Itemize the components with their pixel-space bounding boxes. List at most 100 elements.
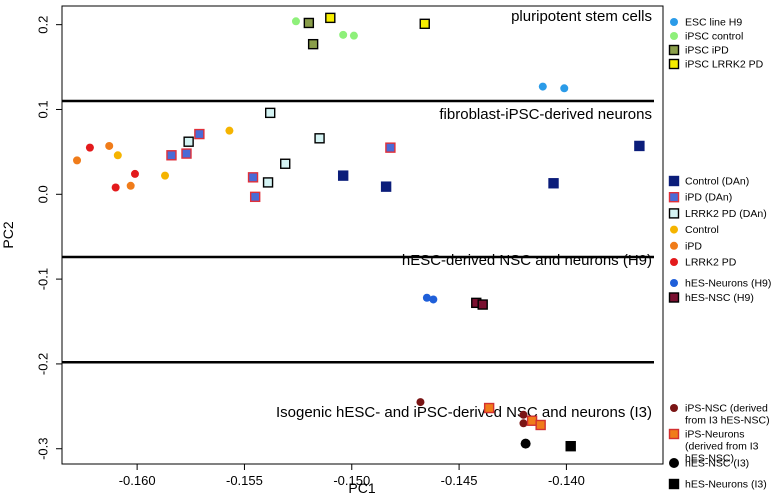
x-tick-label: -0.160 [119, 473, 156, 488]
y-tick-label: 0.2 [36, 16, 51, 34]
legend-marker [668, 292, 680, 303]
data-point [113, 151, 122, 160]
data-point [262, 177, 274, 188]
plot-frame [61, 5, 664, 465]
legend-label: hES-NSC (I3) [685, 458, 749, 470]
legend-label: LRRK2 PD (DAn) [685, 208, 767, 220]
legend-marker [668, 191, 680, 203]
legend-label-line: hES-NSC) [685, 453, 734, 465]
legend-label: Control [685, 224, 719, 236]
legend: ESC line H9 iPSC control iPSC iPD iPSC LRRK… [668, 17, 771, 491]
section-label: Isogenic hESC- and iPSC-derived NSC and … [276, 404, 652, 421]
legend-label-line: iPS-Neurons [685, 429, 745, 441]
data-point [194, 128, 205, 140]
legend-marker [670, 279, 678, 287]
data-point [419, 18, 430, 30]
data-point [111, 183, 120, 192]
data-point [429, 295, 438, 304]
data-point [337, 170, 349, 181]
y-axis-title: PC2 [0, 221, 16, 248]
legend-label-line: from I3 hES-NSC) [685, 415, 770, 427]
data-point [73, 156, 82, 165]
section-label: fibroblast-iPSC-derived neurons [439, 106, 652, 123]
data-point [303, 17, 315, 29]
data-point [565, 440, 576, 452]
data-point [634, 140, 645, 152]
data-point [520, 438, 531, 449]
legend-label: iPSC LRRK2 PD [685, 59, 764, 71]
data-point [339, 30, 348, 39]
legend-marker [670, 32, 678, 40]
data-point [519, 410, 528, 419]
legend-label: hES-Neurons (I3) [685, 479, 767, 491]
data-point [85, 143, 94, 152]
data-point [538, 82, 547, 91]
x-tick-label: -0.150 [333, 473, 370, 488]
x-tick-label: -0.140 [548, 473, 585, 488]
data-point [422, 293, 431, 302]
data-point [380, 181, 392, 192]
data-point [105, 141, 114, 150]
legend-label: iPD [685, 240, 702, 252]
data-point [291, 17, 300, 26]
data-point [166, 150, 177, 161]
data-point [280, 158, 291, 169]
data-point [307, 38, 319, 50]
data-point [548, 178, 559, 189]
legend-marker [668, 208, 680, 219]
legend-label: iPSC iPD [685, 45, 729, 57]
section-label: pluripotent stem cells [511, 8, 652, 25]
data-point [349, 31, 358, 40]
data-point [314, 133, 325, 144]
data-point [265, 107, 276, 119]
legend-marker [668, 58, 680, 70]
data-point [483, 402, 495, 414]
data-point [325, 12, 336, 24]
legend-marker [668, 175, 680, 187]
data-point [385, 142, 396, 153]
y-tick-label: -0.1 [36, 268, 51, 290]
legend-label: iPS-NSC (derived from I3 hES-NSC) [685, 403, 770, 427]
x-tick-label: -0.155 [226, 473, 263, 488]
data-point [225, 126, 234, 135]
legend-label: hES-NSC (H9) [685, 292, 754, 304]
data-point [126, 181, 135, 190]
y-tick-label: -0.2 [36, 353, 51, 375]
legend-marker [668, 428, 680, 440]
legend-label: iPS-Neurons (derived from I3 hES-NSC) [685, 429, 759, 465]
axes: -0.160 -0.155 -0.150 -0.145 -0.140 0.2 0.1 0.0 -… [36, 5, 664, 488]
data-point [477, 299, 488, 310]
x-tick-label: -0.145 [441, 473, 478, 488]
data-point [526, 415, 538, 426]
legend-marker [668, 478, 680, 490]
legend-label-line: iPS-NSC (derived [685, 403, 768, 415]
data-point [560, 84, 569, 93]
legend-label: iPD (DAn) [685, 192, 732, 204]
y-tick-label: -0.3 [36, 438, 51, 460]
data-point [130, 169, 139, 178]
legend-label-line: (derived from I3 [685, 441, 759, 453]
data-point [247, 172, 259, 183]
x-axis-title: PC1 [348, 480, 375, 496]
section-label: hESC-derived NSC and neurons (H9) [402, 252, 652, 269]
legend-marker [670, 258, 678, 266]
legend-marker [670, 241, 678, 250]
legend-marker [670, 225, 678, 234]
y-tick-label: 0.1 [36, 100, 51, 118]
data-point [416, 398, 425, 407]
legend-label: iPSC control [685, 31, 743, 43]
data-point [183, 136, 194, 147]
data-point [161, 171, 170, 180]
y-tick-label: 0.0 [36, 185, 51, 203]
legend-marker [670, 404, 678, 412]
data-point [535, 419, 546, 431]
legend-marker [669, 458, 679, 468]
data-points [73, 12, 645, 452]
legend-marker [670, 18, 678, 26]
data-point [519, 419, 528, 428]
legend-marker [668, 44, 680, 56]
legend-label: ESC line H9 [685, 17, 742, 29]
legend-label: Control (DAn) [685, 176, 749, 188]
legend-label: hES-Neurons (H9) [685, 278, 771, 290]
